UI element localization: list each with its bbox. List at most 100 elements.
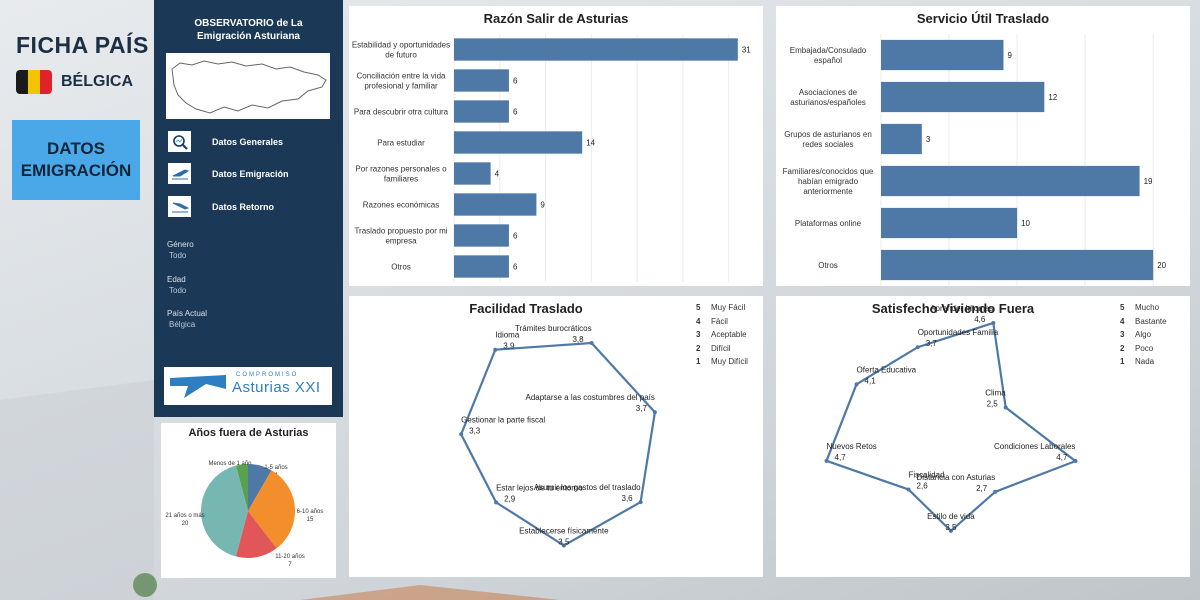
- observatorio-title: OBSERVATORIO de La Emigración Asturiana: [162, 17, 335, 43]
- legend-label: Muy Fácil: [711, 303, 746, 312]
- category-label: Embajada/Consulado: [790, 46, 867, 55]
- country-header: FICHA PAÍS BÉLGICA DATOS EMIGRACIÓN: [0, 0, 154, 600]
- radar-chart-satisfecho: Aprender Idiomas 4,6 Clima 2,5 Condiciones L…: [824, 304, 1078, 533]
- pie-slice-label: 1-5 años: [264, 465, 287, 471]
- page-title: FICHA PAÍS: [16, 32, 149, 58]
- radar-value-label: 2,5: [987, 399, 999, 408]
- pie-slice[interactable]: [248, 464, 272, 511]
- radar-point[interactable]: [652, 410, 657, 415]
- category-label: Razones económicas: [363, 201, 439, 210]
- observatorio-title-line2: Emigración Asturiana: [197, 31, 300, 42]
- radar-axis-label: Estilo de vida: [927, 512, 975, 521]
- sidebar-item-datos-retorno[interactable]: Datos Retorno: [168, 196, 274, 217]
- radar-axis-label: Condiciones Laborales: [994, 442, 1075, 451]
- bar[interactable]: [881, 123, 922, 155]
- legend-key: 4: [696, 316, 701, 326]
- bar-value-label: 4: [495, 170, 500, 179]
- pie-slice[interactable]: [235, 464, 248, 511]
- bar[interactable]: [881, 39, 1004, 71]
- pie-slice-label: 11-20 años: [275, 554, 305, 560]
- legend-key: 2: [1120, 343, 1125, 353]
- legend-item: 4 Bastante: [1120, 315, 1167, 329]
- pie-slice-value: 7: [288, 562, 292, 568]
- category-label: Estabilidad y oportunidades: [352, 41, 450, 50]
- radar-point[interactable]: [589, 341, 594, 346]
- radar-value-label: 3,9: [503, 342, 515, 351]
- legend-key: 3: [1120, 330, 1125, 339]
- radar-point[interactable]: [991, 320, 996, 325]
- datos-emigracion-button[interactable]: DATOS EMIGRACIÓN: [12, 120, 140, 200]
- filter-label: Género: [167, 240, 194, 249]
- radar-point[interactable]: [1003, 405, 1008, 410]
- legend-label: Muy Difícil: [711, 357, 748, 366]
- radar-axis-label: Establecerse físicamente: [519, 527, 609, 536]
- filter-pais-actual[interactable]: País Actual Bélgica: [167, 308, 207, 330]
- bar[interactable]: [454, 38, 738, 61]
- chart-title: Facilidad Traslado: [469, 301, 583, 316]
- filter-value: Bélgica: [169, 320, 196, 329]
- radar-point[interactable]: [638, 500, 643, 505]
- bar[interactable]: [454, 224, 509, 247]
- logo-text-top: COMPROMISO: [236, 372, 299, 378]
- radar-point[interactable]: [948, 528, 953, 533]
- category-label: Otros: [391, 263, 411, 272]
- radar-axis-label: Fiscalidad: [909, 471, 945, 480]
- sidebar-item-label: Datos Emigración: [212, 168, 289, 179]
- radar-point[interactable]: [494, 500, 499, 505]
- sidebar-item-datos-emigracion[interactable]: Datos Emigración: [168, 163, 289, 184]
- filter-label: País Actual: [167, 309, 208, 318]
- bar[interactable]: [881, 207, 1018, 239]
- radar-value-label: 4,6: [974, 315, 986, 324]
- radar-point[interactable]: [824, 458, 829, 463]
- bar[interactable]: [881, 165, 1140, 197]
- pie-slice[interactable]: [200, 465, 248, 557]
- radar-point[interactable]: [854, 382, 859, 387]
- bar[interactable]: [454, 131, 583, 154]
- pie-slice[interactable]: [248, 470, 295, 549]
- filter-genero[interactable]: Género Todo: [167, 239, 194, 261]
- category-label: familiares: [384, 175, 418, 184]
- radar-point[interactable]: [459, 432, 464, 437]
- filter-value: Todo: [169, 286, 187, 295]
- chart-title: Años fuera de Asturias: [188, 427, 309, 439]
- legend-key: 5: [1120, 303, 1125, 312]
- radar-point[interactable]: [561, 543, 566, 548]
- bar[interactable]: [454, 100, 509, 123]
- category-label: Plataformas online: [795, 219, 862, 228]
- category-label: de futuro: [385, 51, 417, 60]
- pie-slice-value: 20: [182, 521, 189, 527]
- bar-value-label: 12: [1048, 93, 1057, 102]
- radar-point[interactable]: [915, 345, 920, 350]
- bar[interactable]: [881, 81, 1045, 113]
- legend-item: 1 Muy Difícil: [696, 355, 748, 369]
- radar-point[interactable]: [906, 487, 911, 492]
- radar-axis-label: Oportunidades Familia: [918, 328, 999, 337]
- radar-value-label: 3,5: [945, 523, 957, 532]
- bar[interactable]: [454, 162, 491, 185]
- category-label: Familiares/conocidos que: [783, 167, 874, 176]
- bar-value-label: 10: [1021, 219, 1030, 228]
- category-label: Conciliación entre la vida: [357, 72, 446, 81]
- filter-edad[interactable]: Edad Todo: [167, 274, 186, 296]
- radar-axis-label: Adaptarse a las costumbres del país: [525, 393, 654, 402]
- pie-slice[interactable]: [235, 511, 277, 559]
- legend-label: Bastante: [1135, 316, 1167, 326]
- radar-point[interactable]: [493, 347, 498, 352]
- asturias-map: [166, 53, 330, 119]
- bar[interactable]: [454, 69, 509, 92]
- radar-value-label: 3,3: [469, 426, 481, 435]
- legend-key: 1: [1120, 357, 1125, 366]
- category-label: español: [814, 56, 842, 65]
- bar[interactable]: [454, 255, 509, 278]
- radar-point[interactable]: [1073, 459, 1078, 464]
- radar-value-label: 3,6: [622, 494, 634, 503]
- chart-title: Razón Salir de Asturias: [483, 11, 629, 26]
- bar[interactable]: [881, 249, 1154, 281]
- sidebar-item-datos-generales[interactable]: Datos Generales: [168, 131, 283, 152]
- radar-value-label: 4,7: [835, 453, 847, 462]
- category-label: redes sociales: [802, 140, 853, 149]
- bar-value-label: 9: [1007, 51, 1012, 60]
- bar[interactable]: [454, 193, 537, 216]
- radar-point[interactable]: [993, 489, 998, 494]
